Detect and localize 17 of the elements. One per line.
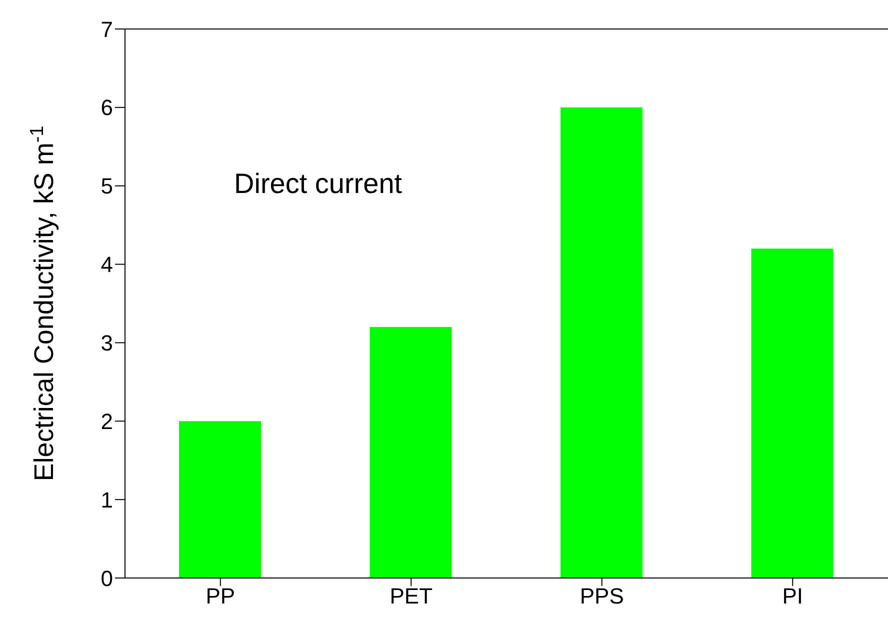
y-tick-label: 7 (100, 16, 113, 42)
annotation: Direct current (234, 168, 402, 200)
y-tick-label: 0 (100, 566, 113, 591)
y-tick-label: 5 (100, 174, 113, 199)
x-tick-label: PPS (580, 584, 624, 609)
y-tick-label: 4 (100, 252, 113, 278)
x-tick-label: PI (782, 584, 804, 609)
x-tick-label: PP (206, 584, 236, 609)
bar (179, 421, 261, 578)
bar (751, 248, 834, 578)
y-tick-label: 3 (100, 330, 113, 356)
bar (370, 327, 452, 578)
x-tick-label: PET (390, 584, 433, 609)
y-tick-label: 6 (100, 95, 113, 120)
bar (560, 107, 642, 578)
y-tick-label: 1 (100, 487, 113, 512)
y-tick-label: 2 (100, 408, 113, 434)
